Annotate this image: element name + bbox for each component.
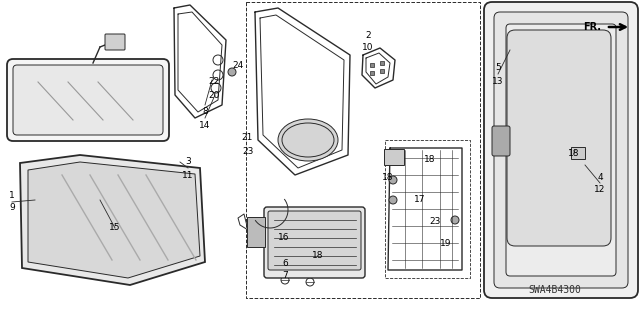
FancyBboxPatch shape	[264, 207, 365, 278]
Bar	[370, 63, 374, 67]
FancyBboxPatch shape	[571, 147, 585, 159]
Text: 16: 16	[278, 233, 290, 241]
Circle shape	[305, 125, 315, 135]
Bar	[380, 61, 384, 65]
Text: 3: 3	[185, 158, 191, 167]
Circle shape	[303, 143, 313, 153]
Text: 24: 24	[232, 61, 244, 70]
FancyBboxPatch shape	[268, 211, 361, 270]
Bar	[380, 69, 384, 73]
FancyBboxPatch shape	[494, 12, 628, 288]
FancyBboxPatch shape	[384, 149, 404, 165]
Circle shape	[389, 196, 397, 204]
Text: 20: 20	[208, 91, 220, 100]
Circle shape	[320, 130, 330, 140]
Polygon shape	[20, 155, 205, 285]
Text: 10: 10	[362, 43, 374, 53]
Circle shape	[290, 130, 300, 140]
Text: 23: 23	[429, 218, 441, 226]
Text: 4: 4	[597, 173, 603, 182]
Text: 8: 8	[202, 108, 208, 116]
Text: 1: 1	[9, 190, 15, 199]
Text: 18: 18	[312, 250, 324, 259]
Text: 22: 22	[209, 78, 220, 86]
FancyBboxPatch shape	[13, 65, 163, 135]
FancyBboxPatch shape	[492, 126, 510, 156]
Text: 6: 6	[282, 258, 288, 268]
FancyBboxPatch shape	[484, 2, 638, 298]
Text: 23: 23	[243, 147, 253, 157]
Text: 19: 19	[440, 239, 452, 248]
FancyBboxPatch shape	[506, 24, 616, 276]
Text: 7: 7	[282, 271, 288, 280]
Text: 14: 14	[199, 121, 211, 130]
Circle shape	[505, 135, 515, 145]
FancyBboxPatch shape	[105, 34, 125, 50]
Text: 17: 17	[414, 196, 426, 204]
Ellipse shape	[278, 119, 338, 161]
Polygon shape	[28, 162, 200, 278]
Text: 18: 18	[568, 149, 580, 158]
Circle shape	[228, 68, 236, 76]
Bar	[370, 71, 374, 75]
Circle shape	[389, 176, 397, 184]
Text: FR.: FR.	[583, 22, 601, 32]
Text: 5: 5	[495, 63, 501, 72]
Text: 18: 18	[424, 155, 436, 165]
Text: 18: 18	[382, 173, 394, 182]
Text: SWA4B4300: SWA4B4300	[529, 285, 581, 295]
FancyBboxPatch shape	[507, 30, 611, 246]
Text: 21: 21	[241, 133, 253, 143]
Text: 11: 11	[182, 170, 194, 180]
Text: 13: 13	[492, 77, 504, 85]
Text: 2: 2	[365, 31, 371, 40]
FancyBboxPatch shape	[247, 217, 265, 247]
Text: 9: 9	[9, 204, 15, 212]
Text: 15: 15	[109, 224, 121, 233]
FancyBboxPatch shape	[7, 59, 169, 141]
Circle shape	[451, 216, 459, 224]
Text: 12: 12	[595, 186, 605, 195]
